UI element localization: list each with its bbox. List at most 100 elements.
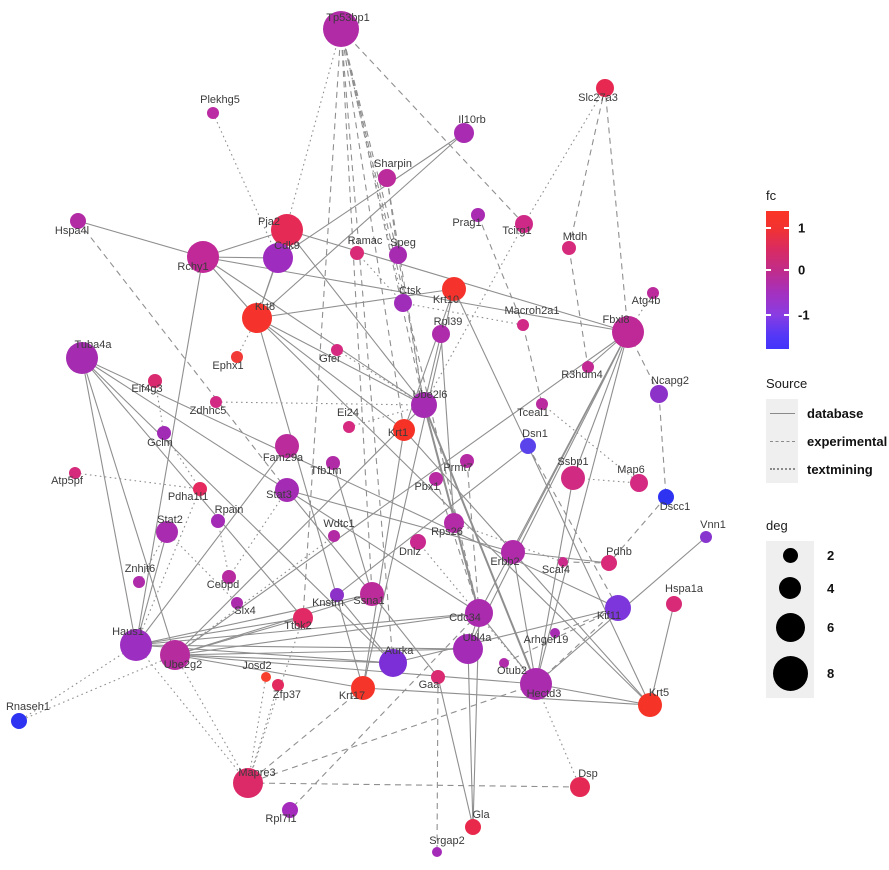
edge-Fbxl8-Hectd3 [535, 331, 629, 685]
edge-Haus1-Rnaseh1 [18, 644, 137, 722]
node-Hectd3 [520, 668, 552, 700]
node-label-Dsp: Dsp [578, 768, 598, 780]
source-item-label: database [807, 405, 864, 421]
edge-Ube2l6-Cdc34 [423, 404, 480, 614]
node-label-Ctsk: Ctsk [399, 285, 422, 297]
node-Srgap2 [432, 847, 442, 857]
edge-Gaa-Srgap2 [436, 676, 439, 853]
node-label-Knstrn: Knstrn [312, 597, 344, 609]
edge-Scaf4-Pdhb [562, 561, 610, 564]
dotted-line-key [766, 455, 798, 483]
edge-Dscc1-Pdhb [608, 496, 667, 564]
edge-Gclm-Pdha1l1 [163, 432, 201, 490]
edge-Hectd3-Dsp [535, 683, 581, 788]
edge-Pbx1-Cdc34 [435, 478, 480, 614]
edge-Tuba4a-Kif11 [81, 357, 619, 609]
node-Erbb2 [501, 540, 525, 564]
deg-dot-icon [772, 656, 808, 691]
deg-key-4 [766, 570, 814, 606]
node-label-Tfb1m: Tfb1m [310, 465, 341, 477]
edge-Ei24-Ube2l6 [348, 404, 425, 428]
node-label-Ube2g2: Ube2g2 [164, 659, 203, 671]
edge-Fbxl8-Ssbp1 [572, 331, 629, 479]
node-Ssna1 [360, 582, 384, 606]
node-Slc27a3 [596, 79, 614, 97]
node-Tfb1m [326, 456, 340, 470]
edge-Eif4g3-Gclm [154, 380, 165, 434]
node-Gaa [431, 670, 445, 684]
node-label-Hspa1a: Hspa1a [665, 583, 704, 595]
edge-Krt5-Hectd3 [535, 683, 651, 706]
node-label-Dnlz: Dnlz [399, 546, 421, 558]
edge-Haus1-Cdc34 [135, 612, 480, 646]
edge-Ncapg2-Dscc1 [658, 393, 667, 498]
fc-tick--1: -1 [798, 307, 810, 322]
node-Zfp37 [272, 679, 284, 691]
node-Rchy1 [187, 241, 219, 273]
edge-Ctsk-Macroh2a1 [402, 302, 524, 326]
node-Il10rb [454, 123, 474, 143]
edge-Ube2g2-Hectd3 [174, 654, 537, 685]
node-label-Gla: Gla [472, 809, 490, 821]
node-label-Haus1: Haus1 [112, 626, 144, 638]
node-Pdhb [601, 555, 617, 571]
node-Kif11 [605, 595, 631, 621]
node-label-Slc27a3: Slc27a3 [578, 92, 618, 104]
node-Wdtc1 [328, 530, 340, 542]
node-label-Mtdh: Mtdh [563, 231, 587, 243]
node-Eif4g3 [148, 374, 162, 388]
source-item-label: experimental [807, 433, 888, 449]
edge-Gfer-Ube2l6 [336, 349, 425, 406]
edge-Fbxl8-Ube2g2 [174, 331, 629, 656]
node-label-Ssna1: Ssna1 [353, 595, 384, 607]
edge-Tp53bp1-Tcirg1 [340, 28, 525, 225]
node-Speg [389, 246, 407, 264]
node-label-Ei24: Ei24 [337, 407, 359, 419]
node-label-Pdha1l1: Pdha1l1 [168, 491, 208, 503]
edge-Zfp37-Mapre3 [247, 684, 279, 784]
edge-Tp53bp1-Speg [340, 28, 399, 256]
node-Ephx1 [231, 351, 243, 363]
edge-Slc27a3-Mtdh [568, 87, 606, 249]
node-Haus1 [120, 629, 152, 661]
node-label-Krt8: Krt8 [255, 301, 275, 313]
node-Rpain [211, 514, 225, 528]
node-label-Ubl4a: Ubl4a [463, 632, 493, 644]
edge-Ssbp1-Hectd3 [535, 477, 574, 685]
edge-Ube2g2-Aurka [174, 654, 394, 664]
deg-item-2: 2 [766, 541, 834, 570]
node-label-Srgap2: Srgap2 [429, 835, 464, 847]
edge-Krt17-Ube2g2 [174, 654, 364, 689]
edge-Hspa4l-Stat3 [77, 220, 288, 491]
edge-Scaf4-Rps26 [453, 522, 564, 563]
deg-legend-title: deg [766, 518, 788, 533]
node-Ramac [350, 246, 364, 260]
node-Ssbp1 [561, 466, 585, 490]
node-Tp53bp1 [323, 11, 359, 47]
edge-Ubl4a-Gla [467, 648, 474, 828]
node-label-Krt1: Krt1 [388, 427, 408, 439]
edge-Krt1-Krt5 [403, 429, 651, 706]
deg-item-6: 6 [766, 606, 834, 649]
edge-Tceal1-Map6 [541, 403, 640, 484]
node-Pbx1 [429, 472, 443, 486]
node-label-Cebpd: Cebpd [207, 579, 239, 591]
node-label-Tp53bp1: Tp53bp1 [326, 12, 369, 24]
node-Atp5pf [69, 467, 81, 479]
node-label-Rpl7l1: Rpl7l1 [265, 813, 296, 825]
edge-Krt17-Krt5 [362, 687, 651, 706]
edge-Ube2l6-Hectd3 [423, 404, 537, 685]
node-Ncapg2 [650, 385, 668, 403]
node-label-Krt10: Krt10 [433, 294, 459, 306]
source-legend-title: Source [766, 376, 808, 391]
edge-Tp53bp1-Ctsk [340, 28, 404, 304]
edge-Stat3-Ssna1 [286, 489, 373, 595]
edge-Pdha1l1-Haus1 [135, 488, 201, 646]
node-label-Hspa4l: Hspa4l [55, 225, 89, 237]
edge-Ube2g2-Mapre3 [174, 654, 249, 784]
node-Cebpd [222, 570, 236, 584]
node-label-Sharpin: Sharpin [374, 158, 412, 170]
source-item-experimental: experimental [766, 427, 887, 455]
node-label-Macroh2a1: Macroh2a1 [504, 305, 559, 317]
